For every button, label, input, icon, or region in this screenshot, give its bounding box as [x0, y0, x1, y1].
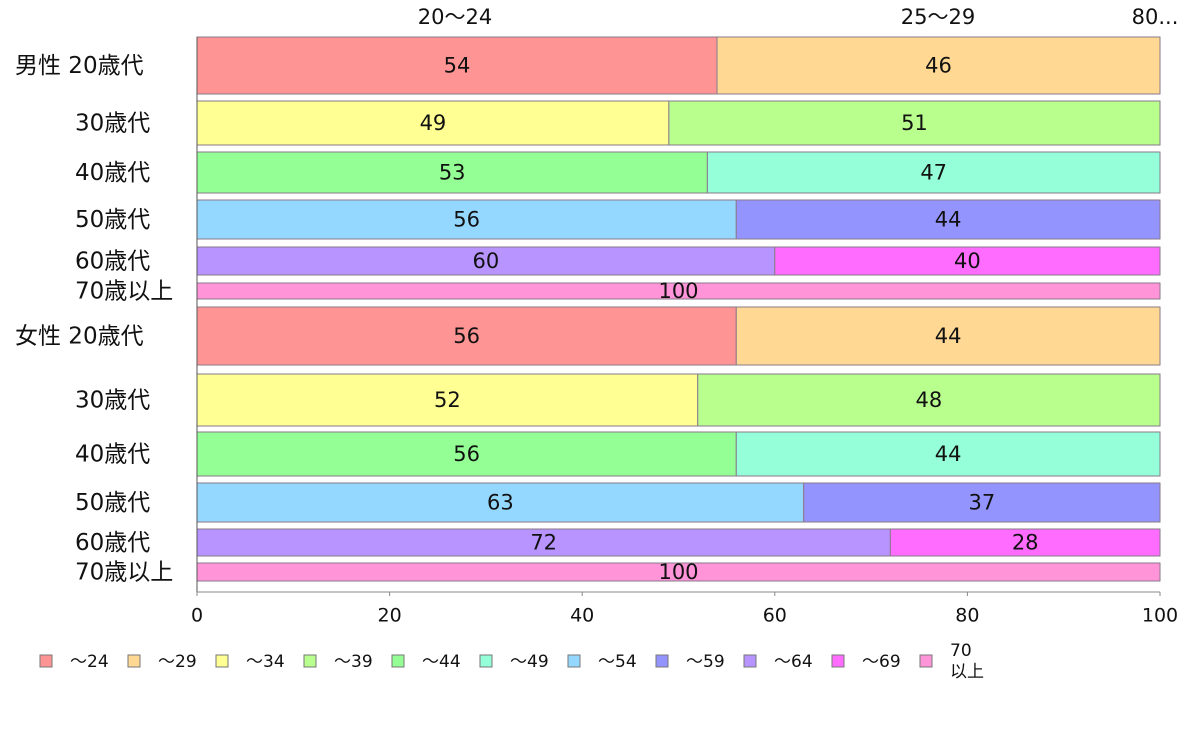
- legend-label: 〜69: [862, 652, 901, 672]
- legend-label: 〜24: [70, 652, 109, 672]
- legend-label: 70: [950, 641, 972, 661]
- legend-label: 以上: [950, 662, 984, 682]
- bar-segment: [196, 482, 805, 523]
- top-axis-label: 25〜29: [901, 5, 975, 29]
- x-tick-label: 60: [763, 605, 787, 627]
- x-tick-label: 40: [570, 605, 594, 627]
- data-label: 52: [434, 388, 461, 412]
- data-label: 54: [444, 54, 471, 78]
- legend-swatch: [391, 654, 405, 668]
- bar-segment: [196, 306, 737, 366]
- legend-label: 〜34: [246, 652, 285, 672]
- row-label: 60歳代: [75, 249, 150, 275]
- data-label: 56: [453, 208, 480, 232]
- data-label: 53: [439, 161, 466, 185]
- bar-segment: [196, 36, 718, 95]
- legend-swatch: [303, 654, 317, 668]
- bar-segment: [697, 373, 1161, 427]
- data-label: 40: [954, 249, 981, 273]
- row-label: 70歳以上: [75, 279, 173, 305]
- data-label: 56: [453, 442, 480, 466]
- bar-segment: [735, 306, 1161, 366]
- bar-segment: [716, 36, 1161, 95]
- legend-label: 〜54: [598, 652, 637, 672]
- row-label: 女性 20歳代: [15, 324, 144, 350]
- row-label: 30歳代: [75, 388, 150, 414]
- data-label: 49: [420, 111, 447, 135]
- row-label: 70歳以上: [75, 560, 173, 586]
- row-label: 60歳代: [75, 530, 150, 556]
- x-axis: 0 20 40 60 80 100: [191, 37, 1178, 627]
- x-tick-label: 80: [955, 605, 979, 627]
- legend-swatch: [127, 654, 141, 668]
- legend-swatch: [655, 654, 669, 668]
- bar-segment: [196, 431, 737, 477]
- bar-segment: [196, 199, 737, 240]
- bar-segment: [735, 199, 1161, 240]
- data-label: 100: [658, 560, 698, 584]
- data-label: 44: [935, 442, 962, 466]
- top-axis-label: 80...: [1132, 5, 1179, 29]
- legend-label: 〜29: [158, 652, 197, 672]
- bar-segment: [196, 151, 708, 194]
- bar-segment: [803, 482, 1161, 523]
- data-label: 46: [925, 54, 952, 78]
- top-axis-label: 20〜24: [418, 5, 492, 29]
- x-tick-label: 0: [191, 605, 203, 627]
- row-label: 50歳代: [75, 207, 150, 233]
- legend-label: 〜39: [334, 652, 373, 672]
- legend-swatch: [479, 654, 493, 668]
- bar-segment: [774, 246, 1161, 276]
- data-label: 44: [935, 324, 962, 348]
- row-label: 30歳代: [75, 111, 150, 137]
- data-label: 51: [901, 111, 928, 135]
- bar-area: 男性 20歳代 54 46 30歳代 49 51 40歳代 53 47 50歳代 56 44 60歳代 6…: [15, 36, 1161, 586]
- legend-swatch: [919, 654, 933, 668]
- legend-swatch: [39, 654, 53, 668]
- row-label: 男性 20歳代: [15, 53, 144, 79]
- bar-segment: [735, 431, 1161, 477]
- bar-segment: [889, 528, 1161, 557]
- data-label: 28: [1012, 531, 1039, 555]
- legend-swatch: [831, 654, 845, 668]
- legend-label: 〜64: [774, 652, 813, 672]
- legend-swatch: [215, 654, 229, 668]
- row-label: 40歳代: [75, 442, 150, 468]
- data-label: 100: [658, 279, 698, 303]
- bar-segment: [706, 151, 1161, 194]
- legend-swatch: [743, 654, 757, 668]
- data-label: 47: [920, 161, 947, 185]
- data-label: 48: [916, 388, 943, 412]
- bar-segment: [668, 100, 1161, 146]
- legend-label: 〜59: [686, 652, 725, 672]
- top-axis-labels: 20〜24 25〜29 80...: [418, 5, 1179, 29]
- row-label: 50歳代: [75, 490, 150, 516]
- legend-swatch: [567, 654, 581, 668]
- data-label: 60: [473, 249, 500, 273]
- data-label: 63: [487, 491, 514, 515]
- row-label: 40歳代: [75, 160, 150, 186]
- data-label: 37: [968, 491, 995, 515]
- data-label: 44: [935, 208, 962, 232]
- bar-segment: [196, 100, 670, 146]
- x-tick-label: 20: [378, 605, 402, 627]
- bar-segment: [196, 373, 699, 427]
- x-tick-label: 100: [1142, 605, 1178, 627]
- data-label: 56: [453, 324, 480, 348]
- legend-label: 〜49: [510, 652, 549, 672]
- legend-label: 〜44: [422, 652, 461, 672]
- data-label: 72: [530, 531, 557, 555]
